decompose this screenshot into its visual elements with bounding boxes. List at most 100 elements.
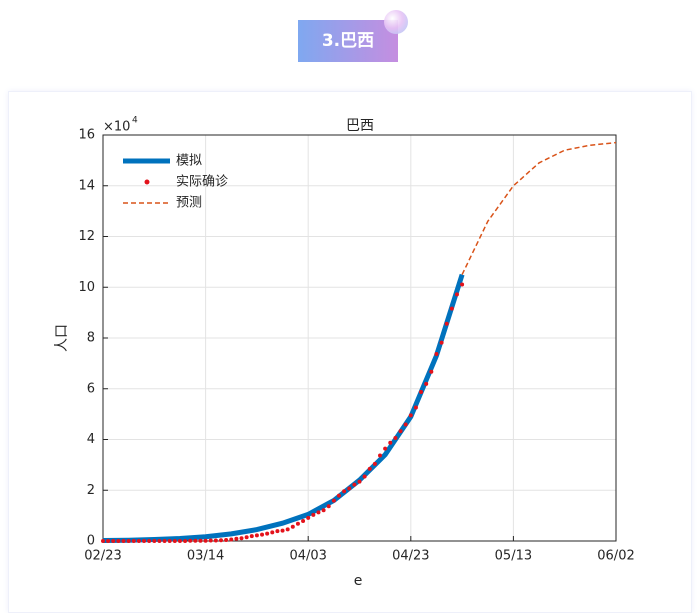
data-point xyxy=(367,466,372,471)
data-point xyxy=(193,538,198,543)
data-point xyxy=(162,539,167,543)
data-point xyxy=(234,536,239,541)
data-point xyxy=(275,529,280,534)
data-point xyxy=(326,504,331,509)
x-tick-label: 04/03 xyxy=(289,549,326,564)
series-line xyxy=(102,273,465,543)
y-tick-label: 6 xyxy=(87,381,95,396)
data-point xyxy=(372,461,377,466)
data-point xyxy=(177,539,182,543)
data-point xyxy=(398,429,403,434)
data-point xyxy=(121,539,126,543)
data-point xyxy=(316,510,321,515)
data-point xyxy=(157,539,162,543)
data-point xyxy=(403,422,408,427)
data-point xyxy=(224,537,229,542)
data-point xyxy=(265,531,270,536)
y-scale-exponent: 4 xyxy=(132,116,138,126)
y-scale-base: ×10 xyxy=(103,120,130,135)
data-point xyxy=(111,539,116,543)
data-point xyxy=(388,440,393,445)
data-point xyxy=(244,535,249,540)
data-point xyxy=(101,539,105,543)
y-tick-label: 2 xyxy=(87,483,95,498)
data-point xyxy=(188,538,193,543)
data-point xyxy=(460,282,465,287)
data-point xyxy=(183,539,188,543)
chart: 巴西 e 人口 ×10 4 0 2 4 6 8 10 12 14 16 02/23 03/14 04/… xyxy=(54,116,635,590)
data-point xyxy=(352,482,357,487)
data-point xyxy=(167,539,172,543)
y-tick-label: 8 xyxy=(87,331,95,346)
legend-marker xyxy=(144,179,150,185)
data-point xyxy=(152,539,157,543)
data-point xyxy=(254,533,259,538)
data-point xyxy=(142,539,147,543)
y-tick-label: 14 xyxy=(78,178,95,193)
data-point xyxy=(136,539,141,543)
series-line xyxy=(461,141,617,275)
data-point xyxy=(444,321,449,326)
plot-frame xyxy=(102,134,617,542)
data-point xyxy=(336,493,341,498)
data-point xyxy=(378,453,383,458)
decoration xyxy=(384,10,408,34)
data-point xyxy=(126,539,131,543)
page: 3.巴西 巴西 e 人口 ×10 4 0 2 4 6 8 10 12 14 16 02/23 03/… xyxy=(8,10,692,613)
data-point xyxy=(285,527,290,532)
y-tick-label: 16 xyxy=(78,128,95,143)
data-point xyxy=(393,435,398,440)
data-point xyxy=(295,521,300,526)
y-tick-label: 4 xyxy=(87,432,95,447)
y-tick-label: 0 xyxy=(87,534,95,549)
data-point xyxy=(434,351,439,356)
x-tick-label: 05/13 xyxy=(495,549,532,564)
data-point xyxy=(424,381,429,386)
x-tick-label: 02/23 xyxy=(84,549,121,564)
data-point xyxy=(429,369,434,374)
legend-label: 实际确诊 xyxy=(176,175,228,190)
x-tick-label: 03/14 xyxy=(187,549,224,564)
data-point xyxy=(357,479,362,484)
data-point xyxy=(362,474,367,479)
data-point xyxy=(342,489,347,494)
y-axis-label: 人口 xyxy=(54,324,70,352)
data-point xyxy=(208,538,213,543)
data-point xyxy=(454,292,459,297)
data-point xyxy=(311,512,316,517)
data-point xyxy=(321,508,326,513)
data-point xyxy=(106,539,111,543)
data-point xyxy=(413,405,418,410)
data-point xyxy=(290,524,295,529)
data-point xyxy=(306,515,311,520)
y-tick-label: 10 xyxy=(78,280,95,295)
y-tick-label: 12 xyxy=(78,229,95,244)
data-point xyxy=(172,539,177,543)
data-point xyxy=(260,532,265,537)
data-point xyxy=(408,413,413,418)
data-point xyxy=(419,390,424,395)
data-point xyxy=(439,340,444,345)
data-point xyxy=(280,528,285,533)
legend-label: 预测 xyxy=(176,196,202,211)
data-point xyxy=(131,539,136,543)
data-point xyxy=(198,538,203,543)
data-point xyxy=(301,518,306,523)
chart-card xyxy=(8,91,692,613)
x-tick-label: 04/23 xyxy=(392,549,429,564)
data-point xyxy=(218,538,223,543)
data-point xyxy=(347,486,352,491)
data-point xyxy=(147,539,152,543)
section-title: 3.巴西 xyxy=(298,20,398,62)
x-axis-label: e xyxy=(354,573,363,589)
data-point xyxy=(116,539,121,543)
data-point xyxy=(229,537,234,542)
data-point xyxy=(449,306,454,311)
data-point xyxy=(383,446,388,451)
data-point xyxy=(249,534,254,539)
data-point xyxy=(331,498,336,503)
x-tick-label: 06/02 xyxy=(597,549,634,564)
data-point xyxy=(270,530,275,535)
data-point xyxy=(213,538,218,543)
data-point xyxy=(203,538,208,543)
